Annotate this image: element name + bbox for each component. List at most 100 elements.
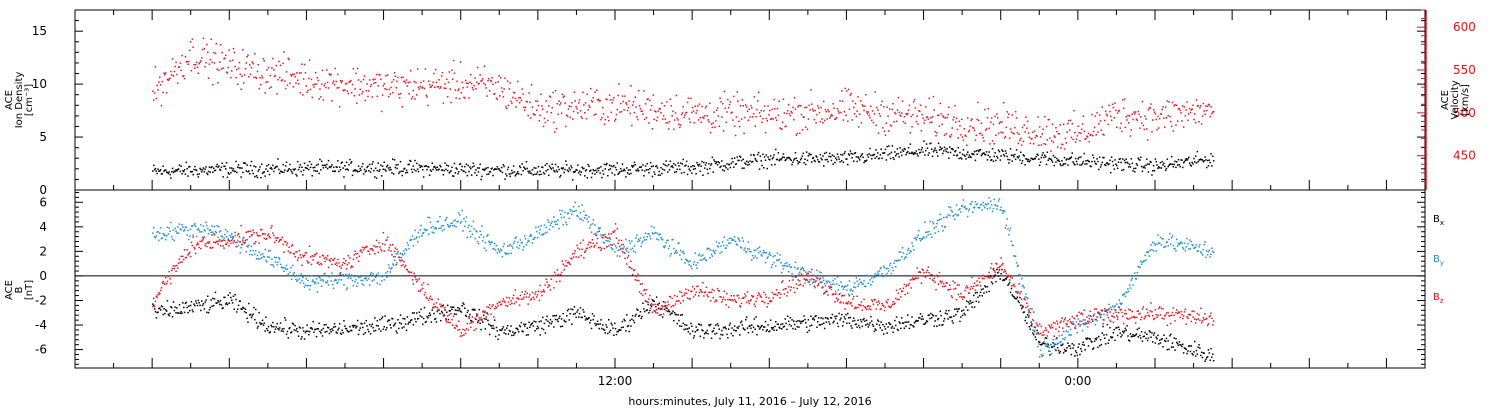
- bx-point: [1002, 279, 1004, 282]
- by-point: [530, 235, 533, 237]
- by-point: [763, 251, 766, 254]
- velocity-point: [1207, 103, 1210, 106]
- ion-density-point: [219, 168, 221, 171]
- bx-point: [412, 323, 415, 326]
- bx-point: [424, 321, 427, 324]
- ion-density-point: [937, 155, 939, 157]
- ion-density-point: [946, 148, 948, 150]
- velocity-point: [949, 136, 952, 138]
- bx-point: [867, 326, 870, 328]
- velocity-point: [414, 98, 416, 100]
- by-point: [953, 214, 955, 217]
- ion-density-point: [494, 168, 497, 170]
- velocity-point: [498, 75, 500, 77]
- ion-density-point: [660, 166, 662, 169]
- velocity-point: [576, 107, 578, 110]
- by-point: [912, 245, 914, 247]
- by-point: [386, 270, 389, 273]
- bx-point: [206, 311, 208, 314]
- bx-point: [198, 302, 200, 304]
- bx-point: [710, 337, 713, 339]
- by-point: [152, 232, 154, 234]
- velocity-point: [1089, 134, 1091, 136]
- ion-density-point: [756, 160, 758, 163]
- bx-point: [1119, 332, 1121, 334]
- velocity-point: [171, 58, 174, 60]
- by-point: [600, 234, 602, 236]
- by-point: [703, 257, 706, 259]
- by-point: [311, 280, 313, 283]
- ion-density-point: [836, 153, 839, 155]
- velocity-point: [1060, 147, 1062, 149]
- by-point: [1016, 265, 1019, 267]
- velocity-point: [408, 93, 410, 95]
- velocity-point: [1127, 114, 1129, 117]
- ion-density-point: [671, 165, 673, 167]
- by-point: [1032, 329, 1034, 331]
- velocity-point: [325, 86, 327, 89]
- velocity-point: [278, 76, 281, 79]
- by-point: [899, 259, 901, 261]
- bx-point: [402, 317, 404, 320]
- velocity-point: [1069, 119, 1072, 122]
- ion-density-point: [995, 159, 997, 162]
- ion-density-point: [369, 171, 372, 173]
- by-point: [859, 278, 861, 281]
- velocity-point: [654, 110, 656, 112]
- by-point: [358, 275, 361, 277]
- ion-density-point: [1015, 149, 1018, 151]
- ion-density-point: [883, 152, 886, 154]
- velocity-point: [1097, 131, 1099, 133]
- by-point: [726, 244, 728, 247]
- ion-density-point: [345, 161, 348, 163]
- by-point: [965, 208, 967, 210]
- ion-density-point: [730, 162, 732, 165]
- bx-point: [548, 325, 550, 327]
- velocity-point: [827, 109, 829, 111]
- by-point: [620, 244, 623, 246]
- velocity-point: [469, 81, 471, 83]
- velocity-point: [243, 82, 245, 84]
- velocity-point: [803, 116, 805, 118]
- by-point: [927, 234, 929, 236]
- by-point: [295, 278, 297, 280]
- by-point: [482, 236, 485, 239]
- by-point: [1044, 345, 1047, 347]
- velocity-point: [696, 109, 698, 112]
- velocity-point: [568, 105, 570, 107]
- ion-density-point: [497, 168, 499, 170]
- density-ytick-label: 0: [39, 183, 47, 197]
- by-point: [206, 224, 208, 227]
- by-point: [892, 269, 894, 272]
- bx-point: [982, 288, 984, 290]
- bx-point: [677, 314, 679, 316]
- velocity-point: [179, 62, 182, 64]
- by-point: [825, 280, 828, 283]
- bx-point: [820, 317, 822, 319]
- ion-density-point: [707, 172, 709, 175]
- ion-density-point: [949, 146, 951, 148]
- by-point: [1052, 339, 1055, 341]
- velocity-point: [1128, 115, 1131, 117]
- velocity-point: [277, 78, 279, 81]
- velocity-point: [655, 119, 658, 122]
- bx-point: [1098, 335, 1100, 338]
- bx-point: [714, 333, 716, 335]
- ion-density-point: [695, 173, 697, 175]
- velocity-point: [1029, 142, 1031, 145]
- velocity-point: [177, 82, 179, 84]
- velocity-point: [385, 75, 387, 77]
- bx-point: [800, 321, 803, 323]
- bx-point: [247, 321, 249, 323]
- bx-point: [840, 317, 842, 320]
- by-point: [460, 220, 463, 223]
- velocity-point: [210, 38, 212, 40]
- ion-density-point: [235, 160, 237, 163]
- velocity-point: [1163, 117, 1165, 119]
- by-point: [1028, 314, 1031, 317]
- by-point: [475, 230, 477, 232]
- by-point: [472, 220, 475, 223]
- by-point: [659, 233, 661, 235]
- ion-density-point: [563, 171, 565, 174]
- by-point: [285, 264, 288, 267]
